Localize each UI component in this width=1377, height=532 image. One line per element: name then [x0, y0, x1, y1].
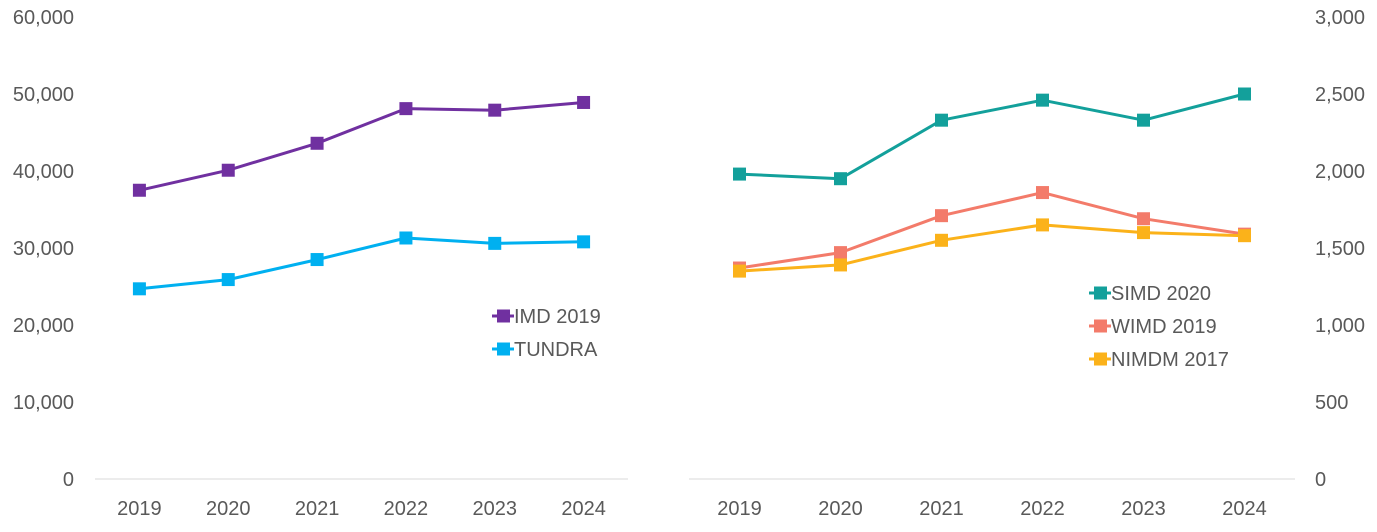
data-point: [132, 183, 146, 197]
data-point: [310, 253, 324, 267]
legend-item: SIMD 2020: [1089, 283, 1211, 305]
legend-item: TUNDRA: [492, 339, 598, 361]
legend: SIMD 2020 WIMD 2019 NIMDM 2017: [1089, 283, 1229, 371]
y-tick-label: 40,000: [13, 161, 74, 183]
data-point: [1137, 212, 1150, 226]
legend-label: NIMDM 2017: [1111, 349, 1229, 371]
data-point: [1036, 186, 1049, 200]
legend-marker: [497, 342, 510, 356]
y-tick-label: 0: [63, 469, 74, 491]
data-point: [221, 273, 235, 287]
series-line: [739, 92, 1245, 181]
series-line: [739, 223, 1245, 273]
legend-marker: [1094, 286, 1107, 300]
series-tundra: [132, 231, 591, 296]
y-tick-label: 1,500: [1315, 238, 1365, 260]
data-point: [733, 167, 746, 181]
series-nimdm-2017: [733, 218, 1251, 278]
x-tick-label: 2023: [473, 498, 518, 520]
legend-marker: [1094, 352, 1107, 366]
legend-item: NIMDM 2017: [1089, 349, 1229, 371]
series-simd-2020: [733, 87, 1251, 186]
legend-label: TUNDRA: [514, 339, 598, 361]
data-point: [488, 236, 502, 250]
y-tick-label: 10,000: [13, 392, 74, 414]
x-tick-label: 2020: [818, 498, 863, 520]
data-point: [935, 113, 948, 127]
legend-item: WIMD 2019: [1089, 316, 1217, 338]
data-point: [733, 264, 746, 278]
series-wimd-2019: [733, 186, 1251, 275]
data-point: [1238, 229, 1251, 243]
data-point: [221, 163, 235, 177]
x-tick-label: 2021: [919, 498, 964, 520]
x-tick-label: 2019: [717, 498, 762, 520]
x-tick-label: 2024: [561, 498, 606, 520]
series-line: [139, 236, 584, 291]
chart-1: 0 10,000 20,000 30,000 40,000 50,000 60,000 201…: [13, 7, 628, 520]
y-tick-label: 2,000: [1315, 161, 1365, 183]
y-tick-label: 1,000: [1315, 315, 1365, 337]
data-point: [577, 235, 591, 249]
legend-item: IMD 2019: [492, 306, 601, 328]
data-point: [399, 102, 413, 116]
y-tick-label: 20,000: [13, 315, 74, 337]
x-tick-label: 2024: [1222, 498, 1267, 520]
data-point: [1036, 93, 1049, 107]
chart-2: 0 500 1,000 1,500 2,000 2,500 3,000 2019 2020 202…: [689, 7, 1365, 520]
data-point: [310, 136, 324, 150]
data-point: [1238, 87, 1251, 101]
data-point: [834, 258, 847, 272]
x-tick-label: 2022: [384, 498, 429, 520]
data-point: [1137, 113, 1150, 127]
x-tick-label: 2021: [295, 498, 340, 520]
y-tick-label: 500: [1315, 392, 1348, 414]
legend-label: WIMD 2019: [1111, 316, 1217, 338]
x-tick-label: 2022: [1020, 498, 1065, 520]
data-point: [935, 233, 948, 247]
series-line: [739, 191, 1245, 270]
series-line: [139, 101, 584, 192]
x-tick-label: 2023: [1121, 498, 1166, 520]
data-point: [1036, 218, 1049, 232]
legend-label: IMD 2019: [514, 306, 601, 328]
legend-marker: [497, 309, 510, 323]
series-imd-2019: [132, 95, 591, 197]
x-tick-label: 2020: [206, 498, 251, 520]
y-tick-label: 50,000: [13, 84, 74, 106]
data-point: [834, 172, 847, 186]
y-tick-label: 30,000: [13, 238, 74, 260]
data-point: [1137, 226, 1150, 240]
data-point: [488, 103, 502, 117]
y-tick-label: 3,000: [1315, 7, 1365, 29]
data-point: [577, 95, 591, 109]
legend: IMD 2019 TUNDRA: [492, 306, 601, 361]
data-point: [399, 231, 413, 245]
data-point: [132, 282, 146, 296]
data-point: [935, 209, 948, 223]
y-tick-label: 0: [1315, 469, 1326, 491]
y-tick-label: 60,000: [13, 7, 74, 29]
data-point: [834, 246, 847, 260]
x-tick-label: 2019: [117, 498, 162, 520]
legend-marker: [1094, 319, 1107, 333]
legend-label: SIMD 2020: [1111, 283, 1211, 305]
y-tick-label: 2,500: [1315, 84, 1365, 106]
